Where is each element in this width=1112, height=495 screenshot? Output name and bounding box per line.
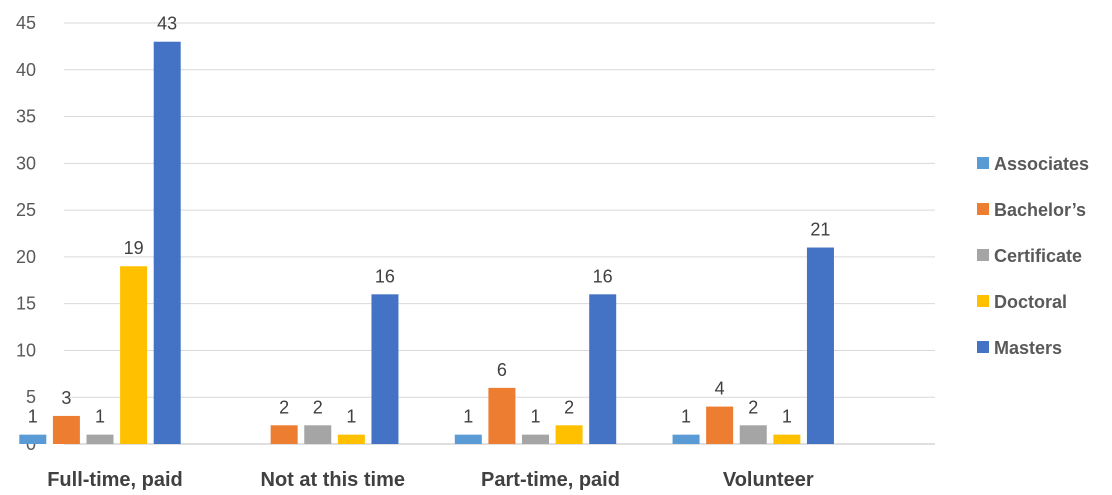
- legend-swatch: [977, 203, 989, 215]
- bar: [304, 425, 332, 444]
- bar: [270, 425, 298, 444]
- x-category-label: Part-time, paid: [481, 469, 620, 491]
- x-category-label: Volunteer: [723, 469, 814, 491]
- bar: [488, 387, 516, 444]
- data-label: 43: [157, 14, 177, 34]
- bar: [454, 434, 482, 444]
- data-label: 1: [28, 407, 38, 427]
- y-tick-label: 5: [26, 387, 36, 407]
- bar: [672, 434, 700, 444]
- data-label: 1: [530, 407, 540, 427]
- bar: [371, 294, 399, 444]
- y-tick-label: 45: [16, 13, 36, 33]
- legend-label: Bachelor’s: [994, 200, 1086, 220]
- data-label: 19: [124, 238, 144, 258]
- data-label: 4: [715, 379, 725, 399]
- bar: [773, 434, 801, 444]
- data-label: 1: [95, 407, 105, 427]
- legend-swatch: [977, 249, 989, 261]
- bar: [86, 434, 114, 444]
- y-tick-label: 40: [16, 60, 36, 80]
- data-label: 16: [375, 266, 395, 286]
- data-label: 16: [593, 266, 613, 286]
- x-category-label: Not at this time: [261, 469, 405, 491]
- legend-swatch: [977, 295, 989, 307]
- bar: [337, 434, 365, 444]
- data-label: 3: [61, 388, 71, 408]
- data-label: 1: [346, 407, 356, 427]
- y-tick-label: 35: [16, 107, 36, 127]
- legend-label: Doctoral: [994, 292, 1067, 312]
- data-label: 1: [782, 407, 792, 427]
- y-tick-label: 15: [16, 294, 36, 314]
- legend: Associates Bachelor’s Certificate Doctoral M…: [977, 154, 1089, 358]
- legend-label: Certificate: [994, 246, 1082, 266]
- data-label: 2: [564, 397, 574, 417]
- legend-label: Associates: [994, 154, 1089, 174]
- y-axis-tick-labels: 051015202530354045: [16, 13, 36, 454]
- bar: [522, 434, 549, 444]
- bar: [120, 266, 148, 444]
- bar: [19, 434, 47, 444]
- bar: [153, 41, 181, 444]
- legend-label: Masters: [994, 338, 1062, 358]
- y-tick-label: 30: [16, 153, 36, 173]
- data-label: 2: [279, 397, 289, 417]
- data-label: 2: [748, 397, 758, 417]
- y-tick-label: 25: [16, 200, 36, 220]
- x-category-label: Full-time, paid: [47, 469, 183, 491]
- gridlines: [64, 22, 935, 445]
- bar: [806, 247, 834, 444]
- bar: [589, 294, 617, 444]
- bar: [706, 406, 734, 444]
- bar: [555, 425, 583, 444]
- y-tick-label: 10: [16, 340, 36, 360]
- y-tick-label: 20: [16, 247, 36, 267]
- data-label: 21: [810, 220, 830, 240]
- data-label: 1: [463, 407, 473, 427]
- bar: [739, 425, 767, 444]
- data-label: 6: [497, 360, 507, 380]
- legend-swatch: [977, 341, 989, 353]
- bars: [19, 41, 834, 444]
- data-label: 2: [313, 397, 323, 417]
- legend-swatch: [977, 157, 989, 169]
- data-label: 1: [681, 407, 691, 427]
- x-axis-category-labels: Full-time, paid Not at this time Part-time…: [47, 469, 814, 491]
- bar: [52, 415, 80, 444]
